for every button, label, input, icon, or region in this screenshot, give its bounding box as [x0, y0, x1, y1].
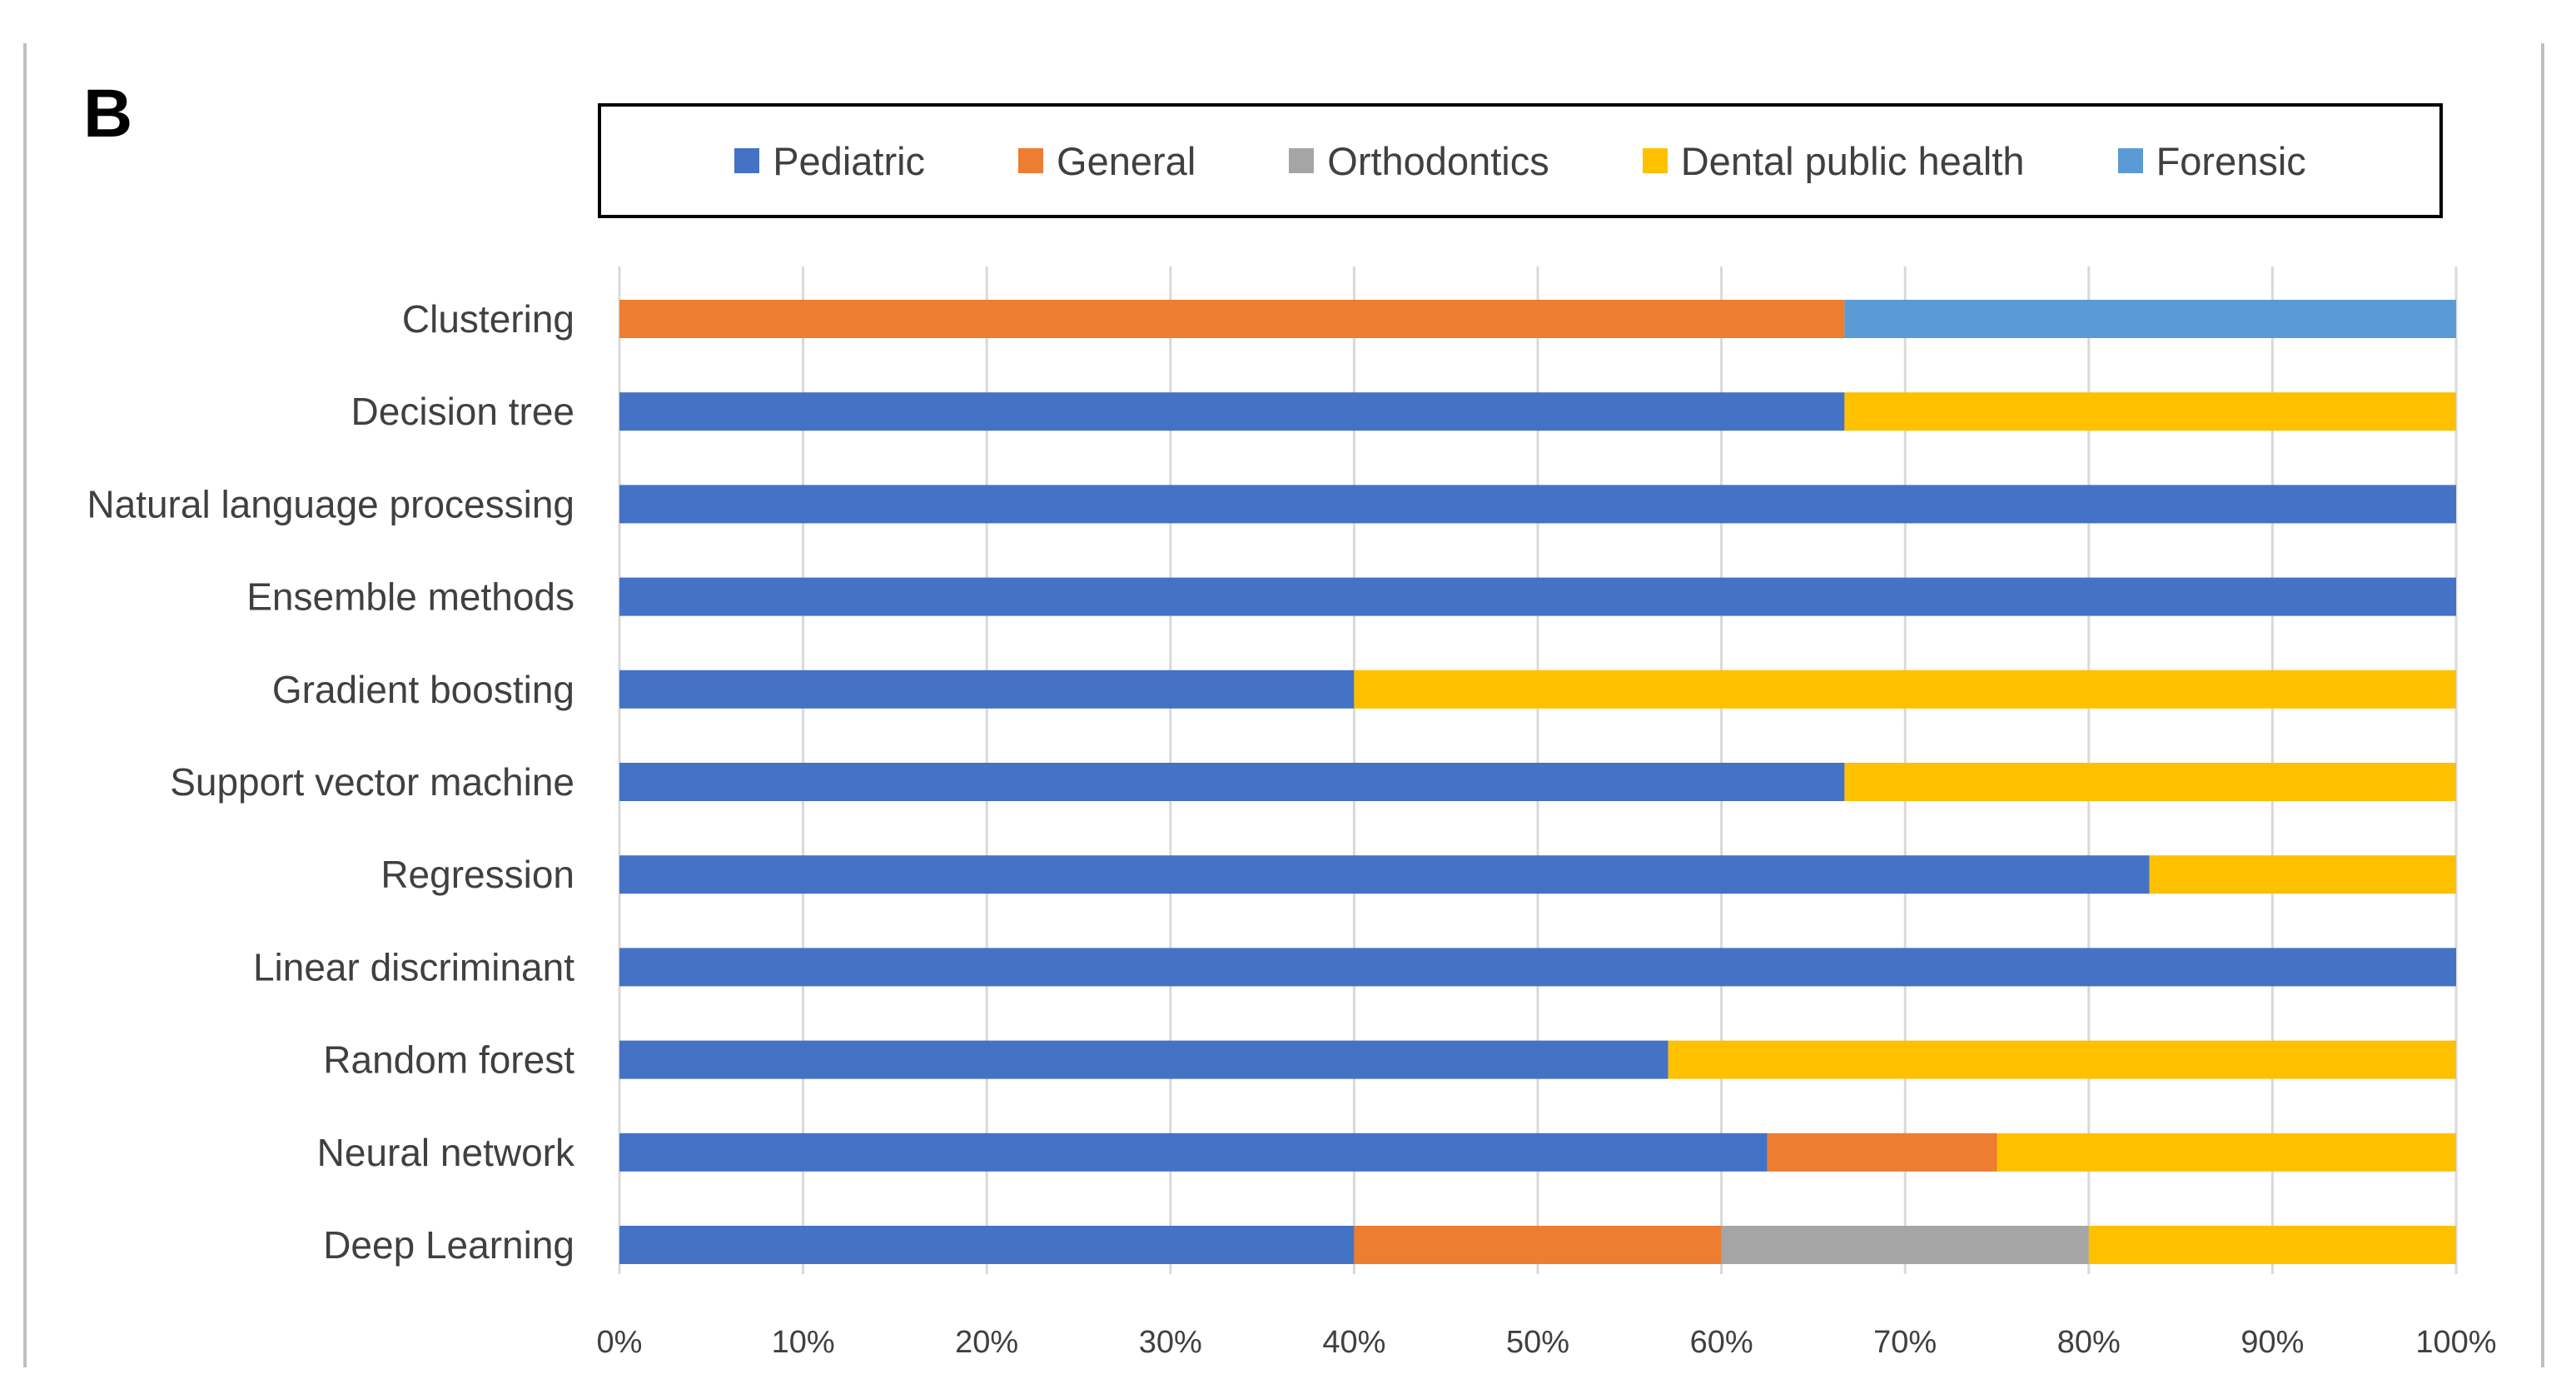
category-label: Clustering: [402, 297, 574, 341]
bar-segment-decision-tree-dental-public-health: [1844, 392, 2456, 431]
bar-segment-support-vector-machine-pediatric: [619, 763, 1845, 801]
category-label: Random forest: [323, 1038, 574, 1082]
x-tick-label: 100%: [2415, 1325, 2496, 1360]
legend-swatch-dental-public-health: [1642, 148, 1668, 173]
panel-frame: [23, 43, 2544, 1367]
category-label: Support vector machine: [170, 760, 574, 804]
x-tick-label: 10%: [772, 1325, 835, 1360]
legend-label: Forensic: [2156, 138, 2306, 183]
bar-segment-gradient-boosting-pediatric: [619, 670, 1355, 709]
panel-label: B: [83, 76, 133, 152]
bar-segment-deep-learning-pediatric: [619, 1226, 1355, 1264]
legend-label: General: [1057, 138, 1196, 183]
category-label: Gradient boosting: [272, 668, 574, 711]
bar-segment-clustering-general: [619, 300, 1845, 338]
category-label: Decision tree: [351, 390, 574, 433]
bar-segment-deep-learning-orthodontics: [1721, 1226, 2089, 1264]
bar-segment-decision-tree-pediatric: [619, 392, 1845, 431]
bar-segment-neural-network-dental-public-health: [1997, 1133, 2456, 1172]
legend-swatch-orthodontics: [1289, 148, 1315, 173]
legend-item-forensic: Forensic: [2117, 138, 2306, 184]
bar-segment-clustering-forensic: [1844, 300, 2456, 338]
category-label: Natural language processing: [87, 482, 574, 525]
x-tick-label: 40%: [1322, 1325, 1385, 1360]
legend: Pediatric General Orthodontics Dental publi…: [598, 103, 2443, 218]
bar-segment-natural-language-processing-pediatric: [619, 485, 2456, 524]
legend-item-dental-public-health: Dental public health: [1642, 138, 2025, 184]
category-label: Linear discriminant: [253, 945, 574, 988]
x-tick-label: 60%: [1690, 1325, 1753, 1360]
x-tick-label: 30%: [1139, 1325, 1202, 1360]
bar-segment-support-vector-machine-dental-public-health: [1844, 763, 2456, 801]
legend-swatch-general: [1018, 148, 1044, 173]
bar-segment-neural-network-general: [1767, 1133, 1997, 1172]
legend-label: Orthodontics: [1327, 138, 1549, 183]
category-label: Ensemble methods: [246, 575, 574, 619]
category-label: Deep Learning: [323, 1223, 574, 1267]
bar-segment-linear-discriminant-pediatric: [619, 948, 2456, 987]
bar-segment-random-forest-dental-public-health: [1668, 1040, 2456, 1079]
legend-item-orthodontics: Orthodontics: [1289, 138, 1549, 184]
x-tick-label: 90%: [2240, 1325, 2304, 1360]
x-tick-label: 80%: [2057, 1325, 2121, 1360]
bar-segment-gradient-boosting-dental-public-health: [1354, 670, 2456, 709]
bar-segment-deep-learning-dental-public-health: [2088, 1226, 2456, 1264]
category-label: Neural network: [317, 1131, 575, 1174]
bar-segment-regression-dental-public-health: [2149, 855, 2456, 894]
bar-segment-neural-network-pediatric: [619, 1133, 1768, 1172]
legend-item-general: General: [1018, 138, 1196, 184]
legend-swatch-forensic: [2117, 148, 2143, 173]
x-tick-label: 0%: [597, 1325, 643, 1360]
legend-label: Pediatric: [773, 138, 926, 183]
category-label: Regression: [380, 853, 574, 896]
bar-segment-regression-pediatric: [619, 855, 2150, 894]
legend-label: Dental public health: [1680, 138, 2025, 183]
bar-segment-ensemble-methods-pediatric: [619, 577, 2456, 616]
bar-segment-random-forest-pediatric: [619, 1040, 1668, 1079]
x-tick-label: 70%: [1873, 1325, 1937, 1360]
bar-segment-deep-learning-general: [1354, 1226, 1722, 1264]
x-tick-label: 20%: [955, 1325, 1018, 1360]
legend-item-pediatric: Pediatric: [734, 138, 925, 184]
x-tick-label: 50%: [1506, 1325, 1569, 1360]
legend-swatch-pediatric: [734, 148, 760, 173]
